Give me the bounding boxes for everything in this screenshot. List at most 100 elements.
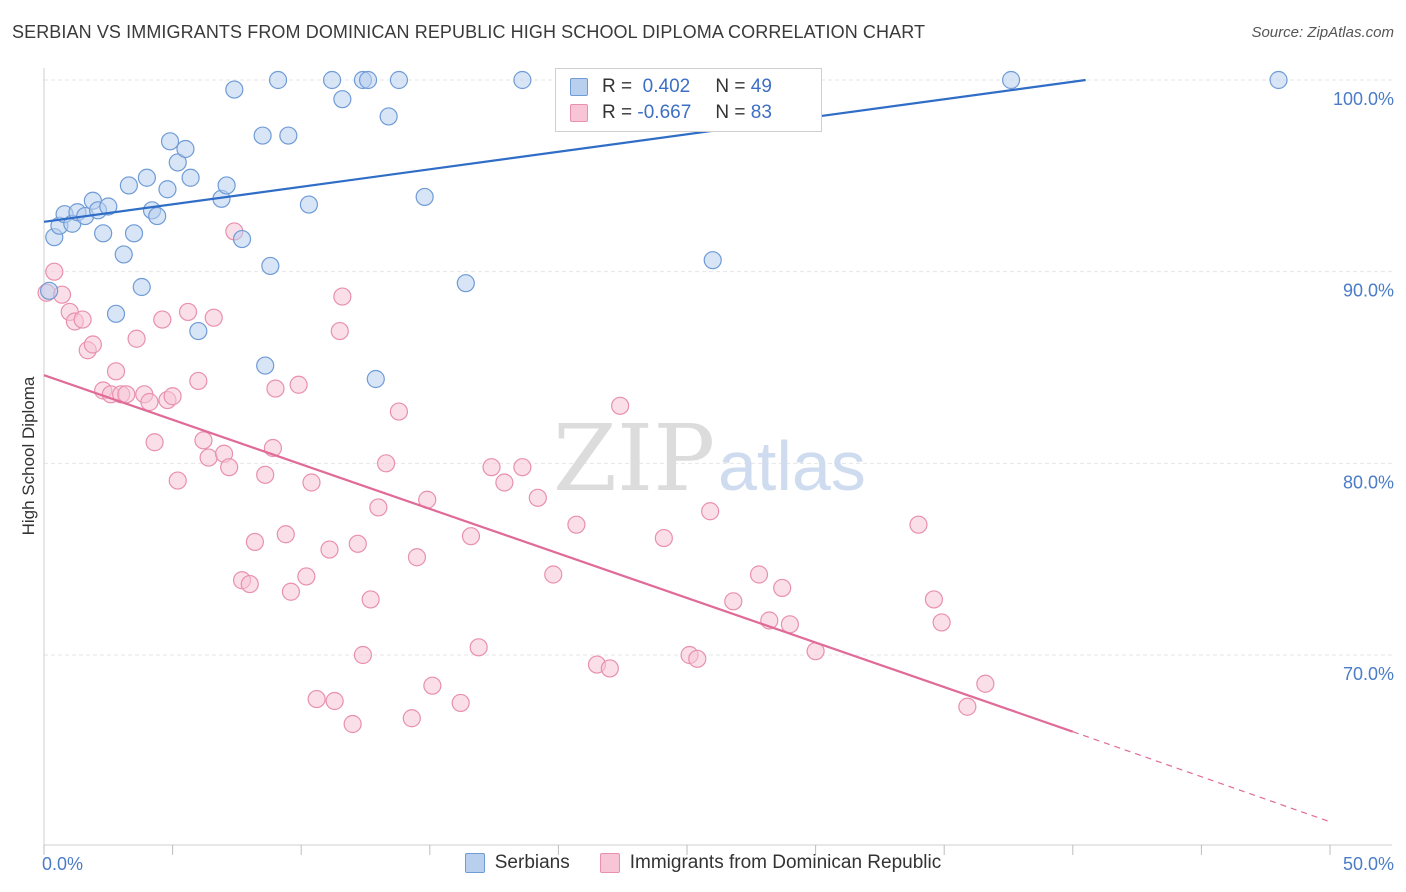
trend-line-dominican [43,374,1074,733]
data-point-serbians [513,70,532,90]
data-point-dominican [461,527,481,546]
data-point-dominican [976,674,995,693]
correlation-legend: R = 0.402 N = 49 R = -0.667 N = 83 [555,68,822,132]
data-point-serbians [225,80,244,99]
data-point-dominican [544,565,563,584]
data-point-dominican [353,645,373,665]
data-point-dominican [348,534,367,553]
legend-swatch-pink [599,853,620,873]
legend-series-name: Immigrants from Dominican Republic [629,852,942,873]
data-point-serbians [114,245,133,264]
legend-item-serbians: Serbians [464,852,570,874]
data-point-dominican [145,433,164,452]
data-point-dominican [320,540,339,559]
legend-n-value: 49 [750,76,772,97]
data-point-serbians [106,304,126,323]
trend-lines [43,78,1331,823]
data-point-serbians [132,277,151,297]
data-point-dominican [482,458,501,477]
series-dominican-points [37,222,995,734]
data-point-dominican [423,676,442,695]
data-point-dominican [513,458,532,477]
legend-r-value: 0.402 [637,76,691,97]
data-point-serbians [379,107,398,126]
data-point-serbians [1269,70,1288,90]
data-point-dominican [307,689,326,709]
data-point-dominican [780,615,799,634]
data-point-dominican [402,709,421,728]
legend-item-dominican: Immigrants from Dominican Republic [599,852,942,874]
legend-row-dominican: R = -0.667 N = 83 [570,101,772,125]
series-legend: Serbians Immigrants from Dominican Repub… [0,852,1406,874]
data-point-dominican [773,578,792,598]
data-point-dominican [220,458,239,477]
data-point-dominican [297,567,316,586]
data-point-dominican [528,488,547,507]
legend-row-serbians: R = 0.402 N = 49 [570,75,772,99]
data-point-dominican [611,396,630,415]
data-point-dominican [932,613,951,632]
data-point-serbians [456,274,475,293]
data-point-serbians [366,369,385,389]
legend-r-label: R = [602,102,633,123]
data-point-dominican [168,471,187,490]
data-point-dominican [256,465,275,484]
data-point-dominican [325,691,344,711]
data-point-serbians [40,281,59,300]
data-point-dominican [567,515,586,534]
data-point-serbians [158,180,177,199]
data-point-dominican [140,392,159,412]
data-point-dominican [178,302,198,322]
data-point-dominican [163,387,182,406]
data-point-serbians [279,126,298,145]
data-point-serbians [299,195,319,214]
x-tick-label: 50.0% [1343,854,1394,874]
data-point-dominican [204,308,223,327]
gridlines [44,79,1392,656]
data-point-serbians [94,224,113,243]
watermark-atlas: atlas [718,427,866,505]
data-point-serbians [148,206,167,226]
data-point-dominican [724,592,743,611]
y-tick-label: 90.0% [1343,281,1394,301]
data-point-dominican [451,693,470,713]
data-point-serbians [358,70,378,90]
data-point-dominican [276,525,295,544]
legend-swatch-blue [570,78,588,96]
data-point-dominican [330,321,349,341]
legend-swatch-pink [570,104,588,122]
trend-line-dominican-extension [1072,731,1331,823]
legend-n-label: N = [715,76,746,97]
data-point-serbians [176,139,195,159]
data-point-dominican [333,287,352,306]
data-point-dominican [361,590,380,609]
data-point-dominican [600,659,619,678]
data-point-dominican [343,714,362,734]
data-point-dominican [45,262,64,281]
data-point-serbians [99,197,118,216]
data-point-dominican [153,310,172,329]
legend-r-value: -0.667 [637,102,692,123]
data-point-serbians [181,168,200,187]
data-point-dominican [83,335,102,354]
legend-r-label: R = [602,76,633,97]
data-point-serbians [1001,70,1021,90]
y-tick-label: 80.0% [1343,472,1394,492]
x-tick-labels: 0.0% 50.0% [42,854,1394,874]
data-point-dominican [407,548,427,567]
watermark-zip: ZIP [553,405,715,512]
watermark: ZIP atlas [553,405,866,512]
y-tick-labels: 70.0% 80.0% 90.0% 100.0% [1333,89,1394,684]
data-point-dominican [389,402,409,421]
legend-swatch-blue [464,853,485,873]
data-point-serbians [160,132,180,151]
chart-title: SERBIAN VS IMMIGRANTS FROM DOMINICAN REP… [12,22,926,42]
data-point-serbians [253,126,272,145]
data-point-dominican [194,431,213,450]
data-point-serbians [137,168,156,187]
data-point-serbians [119,176,138,195]
data-point-serbians [322,70,342,90]
data-point-dominican [281,582,301,601]
source-label: Source: ZipAtlas.com [1251,24,1394,41]
